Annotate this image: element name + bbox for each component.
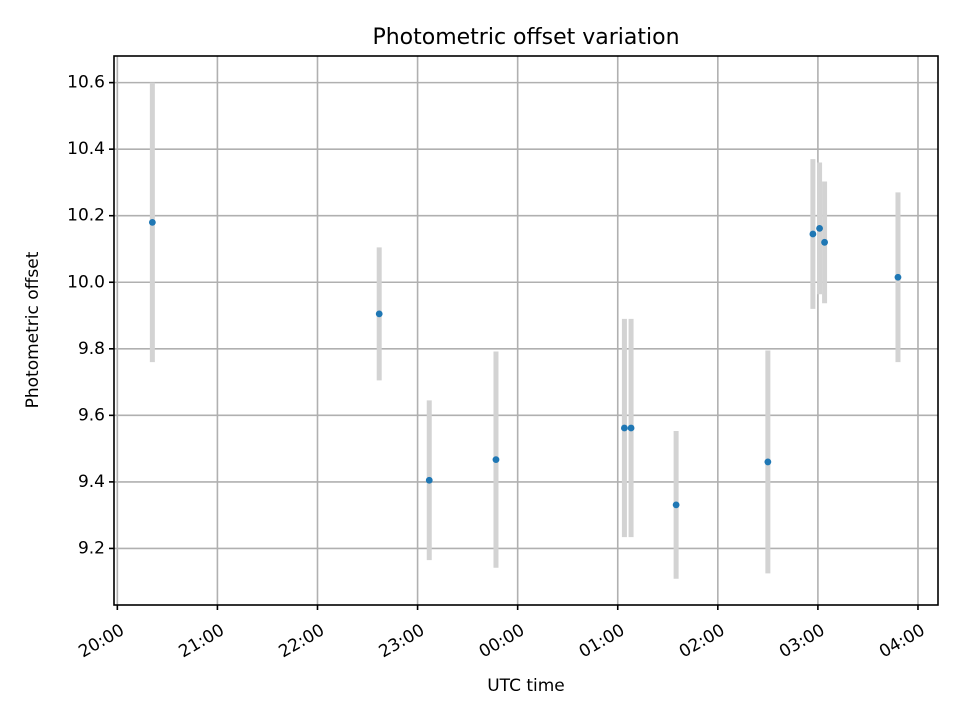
data-point xyxy=(627,424,635,432)
data-point xyxy=(672,501,680,509)
data-point xyxy=(764,458,772,466)
x-tick-label: 22:00 xyxy=(276,620,328,662)
data-point xyxy=(809,230,817,238)
y-tick-label: 10.2 xyxy=(67,206,105,226)
x-tick-label: 21:00 xyxy=(175,620,227,662)
data-point xyxy=(621,424,628,432)
x-tick-label: 03:00 xyxy=(776,620,828,662)
y-tick-label: 9.8 xyxy=(78,339,105,359)
y-tick-label: 10.0 xyxy=(67,272,105,292)
x-tick-label: 02:00 xyxy=(676,620,728,662)
point-layer xyxy=(148,218,902,509)
x-axis-label: UTC time xyxy=(487,676,565,696)
x-tick-label: 00:00 xyxy=(476,620,528,662)
data-point xyxy=(148,218,156,226)
x-tick-label: 23:00 xyxy=(376,620,428,662)
x-tick-label: 04:00 xyxy=(876,620,928,662)
y-tick-label: 10.6 xyxy=(67,73,105,93)
data-point xyxy=(821,238,828,246)
x-tick-label: 20:00 xyxy=(75,620,127,662)
y-tick-label: 9.6 xyxy=(78,405,105,425)
y-axis-label: Photometric offset xyxy=(23,251,43,408)
y-tick-label: 9.2 xyxy=(78,538,105,558)
grid-layer xyxy=(114,56,938,605)
y-tick-label: 9.4 xyxy=(78,472,105,492)
chart-title: Photometric offset variation xyxy=(372,25,679,50)
plot-frame xyxy=(113,55,939,606)
data-point xyxy=(816,224,823,232)
data-point xyxy=(375,310,383,318)
x-tick-label: 01:00 xyxy=(576,620,628,662)
data-point xyxy=(894,273,902,281)
y-tick-label: 10.4 xyxy=(67,139,105,159)
data-point xyxy=(492,456,500,463)
data-point xyxy=(425,476,433,484)
error-bar-layer xyxy=(149,82,901,579)
